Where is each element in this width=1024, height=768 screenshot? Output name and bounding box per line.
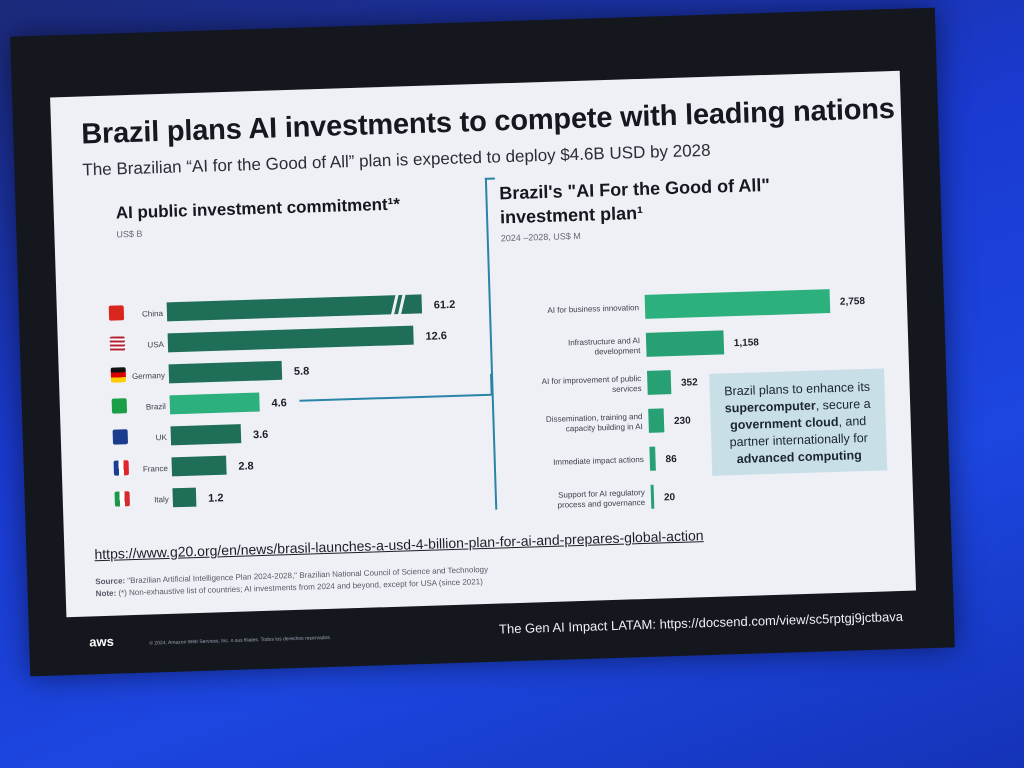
callout-bold-2: government cloud (729, 414, 839, 433)
bar (649, 446, 656, 471)
note-label: Note: (95, 588, 117, 599)
bar (170, 424, 242, 446)
value-label: 3.6 (253, 429, 269, 441)
bar (167, 325, 414, 353)
category-label: Infrastructure and AIdevelopment (568, 336, 641, 357)
aws-logo: aws (88, 633, 115, 650)
bar (171, 455, 227, 477)
bar (645, 330, 725, 357)
bar (169, 392, 260, 415)
category-label: Immediate impact actions (553, 455, 644, 467)
bar (650, 484, 655, 509)
axis-break-mark (390, 292, 399, 317)
slide: Brazil plans AI investments to compete w… (50, 70, 917, 618)
category-label: Dissemination, training andcapacity buil… (546, 412, 643, 434)
category-label: UK (156, 433, 168, 442)
callout-bold-3: advanced computing (736, 448, 862, 467)
bar (166, 294, 423, 322)
source-label: Source: (95, 576, 126, 587)
value-label: 1.2 (208, 492, 224, 504)
footer-docsend-link: The Gen AI Impact LATAM: https://docsend… (498, 608, 904, 637)
projection-screen: Brazil plans AI investments to compete w… (10, 7, 955, 677)
value-label: 20 (664, 492, 676, 503)
copyright-text: © 2024, Amazon Web Services, Inc. o sus … (149, 634, 332, 647)
connector-line (299, 393, 492, 402)
value-label: 4.6 (271, 397, 287, 409)
category-label: China (142, 309, 164, 319)
category-label: Support for AI regulatoryprocess and gov… (557, 488, 646, 510)
callout-bold-1: supercomputer (724, 398, 816, 416)
bar (646, 370, 672, 395)
axis-break-mark (397, 292, 406, 317)
category-label: France (143, 464, 169, 474)
value-label: 5.8 (294, 365, 310, 377)
callout-text-1: Brazil plans to enhance its (723, 379, 871, 399)
value-label: 352 (681, 377, 698, 389)
category-label: USA (147, 340, 164, 350)
bar-charts: China 61.2 USA 12.6 Germany 5.8 Brazil 4.6 UK 3.6… (132, 289, 866, 510)
bar (644, 289, 831, 319)
value-label: 2.8 (238, 460, 254, 472)
value-label: 61.2 (434, 299, 456, 312)
category-label: AI for business innovation (547, 303, 639, 315)
category-label: Italy (154, 495, 169, 504)
bar (168, 360, 283, 384)
callout-box: Brazil plans to enhance its supercompute… (709, 368, 888, 476)
value-label: 230 (674, 415, 691, 427)
category-label: Brazil (146, 402, 166, 412)
connector-line (490, 373, 493, 395)
category-label: AI for improvement of publicservices (542, 374, 642, 396)
category-label: Germany (132, 371, 165, 381)
value-label: 12.6 (425, 330, 447, 343)
bar (648, 408, 665, 433)
callout-text-2: , secure a (815, 396, 871, 413)
value-label: 2,758 (840, 296, 866, 308)
value-label: 1,158 (734, 337, 760, 349)
bar (172, 487, 197, 508)
value-label: 86 (665, 454, 677, 465)
